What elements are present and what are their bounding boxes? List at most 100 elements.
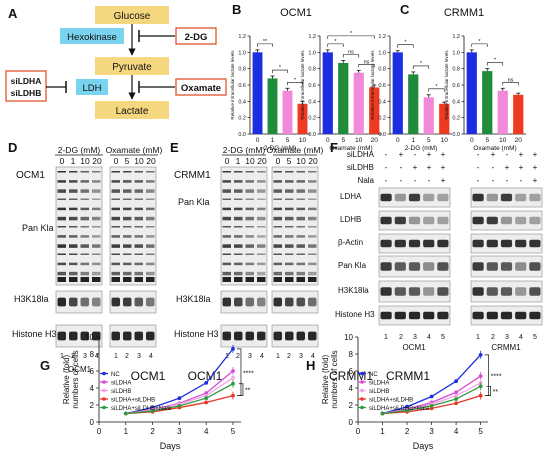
panel-label-f: F: [330, 140, 338, 155]
panel-f-condition: siLDHA: [347, 150, 375, 159]
blot-band: [296, 253, 305, 255]
blot-band: [69, 253, 78, 255]
y-tick-label: 8: [90, 350, 95, 359]
bar: [423, 97, 434, 134]
panel-d-dose: 0: [60, 156, 65, 166]
legend-marker: [102, 397, 106, 401]
blot-band: [408, 287, 421, 296]
blot-band: [273, 297, 282, 307]
blot-band: [296, 207, 305, 211]
significance-bracket: [471, 43, 488, 47]
blot-band: [80, 180, 89, 183]
lane-number: 4: [427, 334, 431, 341]
blot-band: [134, 198, 143, 200]
blot-band: [134, 207, 143, 211]
blot-band: [515, 239, 527, 248]
blot-band: [57, 277, 66, 282]
blot-band: [69, 189, 78, 193]
blot-band: [472, 311, 484, 320]
y-axis-label: Relative (fold)numbers of cells: [321, 350, 339, 408]
sign-mark: -: [506, 150, 509, 159]
sign-mark: -: [477, 150, 480, 159]
x-tick-label: 2: [405, 427, 410, 436]
blot-band: [57, 171, 66, 173]
panel-e-treat1: 2-DG (mM): [223, 145, 266, 155]
blot-band: [423, 287, 435, 296]
x-axis-label: 2-DG (mM): [264, 145, 297, 152]
y-tick-label: 1.2: [308, 34, 316, 40]
legend-label: siLDHA: [369, 381, 389, 387]
significance-bracket: [327, 43, 344, 47]
sign-mark: -: [414, 176, 417, 185]
hexokinase-box: [60, 28, 124, 44]
blot-band: [69, 235, 78, 238]
blot-band: [234, 331, 243, 341]
blot-band: [134, 216, 143, 221]
significance-label: *: [404, 40, 407, 46]
blot-band: [92, 226, 101, 228]
blot-band: [380, 287, 392, 296]
panel-label-b: B: [232, 2, 241, 17]
blot-band: [92, 297, 101, 307]
lane-number: 1: [60, 353, 64, 360]
blot-band: [515, 216, 527, 225]
series-point: [478, 374, 483, 378]
blot-band: [308, 262, 317, 266]
sign-mark: +: [441, 163, 446, 172]
blot-band: [146, 271, 155, 276]
blot-band: [245, 277, 254, 282]
blot-band: [529, 287, 541, 296]
panel-d-dose: 5: [125, 156, 130, 166]
blot-band: [134, 171, 143, 173]
blot-band: [285, 171, 294, 173]
blot-band: [57, 207, 66, 211]
x-tick-label: 0: [326, 137, 330, 144]
blot-band: [394, 262, 406, 271]
legend-label: siLDHA+siLDHB+Nala: [369, 406, 430, 412]
blot-band: [257, 235, 266, 238]
lane-number: 5: [533, 334, 537, 341]
x-axis-label: Days: [413, 441, 434, 451]
x-tick-label: 0: [470, 137, 474, 144]
legend-marker: [360, 397, 364, 401]
series-point: [231, 369, 235, 373]
sildhb-label: siLDHB: [11, 88, 42, 98]
blot-band: [92, 331, 101, 341]
blot-band: [394, 311, 406, 320]
sign-mark: -: [492, 163, 495, 172]
blot-band: [134, 253, 143, 255]
blot-band: [234, 180, 243, 183]
blot-band: [222, 216, 231, 221]
y-tick-label: 0.0: [378, 132, 386, 138]
x-tick-label: 4: [454, 427, 459, 436]
bar: [369, 87, 380, 134]
blot-band: [486, 287, 498, 296]
series-point: [478, 352, 483, 357]
blot-band: [123, 189, 132, 193]
panel-e: E 2-DG (mM) Oxamate (mM) 0 1 10 20 0 5 1…: [170, 140, 324, 360]
y-tick-label: 4: [90, 384, 95, 393]
blot-band: [222, 244, 231, 248]
blot-band: [80, 331, 89, 341]
panel-d-dose: 20: [92, 156, 102, 166]
bar-chart-b-2dg: 0.0 0.2 0.4 0.6 0.8 1.0 1.2 0 1 5 102-DG (mM) Relat…: [230, 34, 310, 152]
panel-label-d: D: [8, 140, 17, 155]
blot-band: [92, 253, 101, 255]
blot-band: [234, 297, 243, 307]
blot-band: [500, 311, 513, 320]
bar: [408, 74, 419, 134]
blot-band: [408, 311, 421, 320]
blot-band: [245, 207, 254, 211]
blot-band: [437, 193, 449, 202]
blot-band: [257, 277, 266, 282]
blot-band: [111, 180, 120, 183]
panel-b-title: OCM1: [280, 7, 312, 19]
blot-band: [394, 287, 406, 296]
blot-band: [234, 189, 243, 193]
blot-band: [308, 253, 317, 255]
blot-band: [380, 262, 392, 271]
knockdown-box: [5, 70, 47, 102]
blot-band: [486, 193, 498, 202]
panel-f-actin-label: β-Actin: [338, 238, 363, 247]
